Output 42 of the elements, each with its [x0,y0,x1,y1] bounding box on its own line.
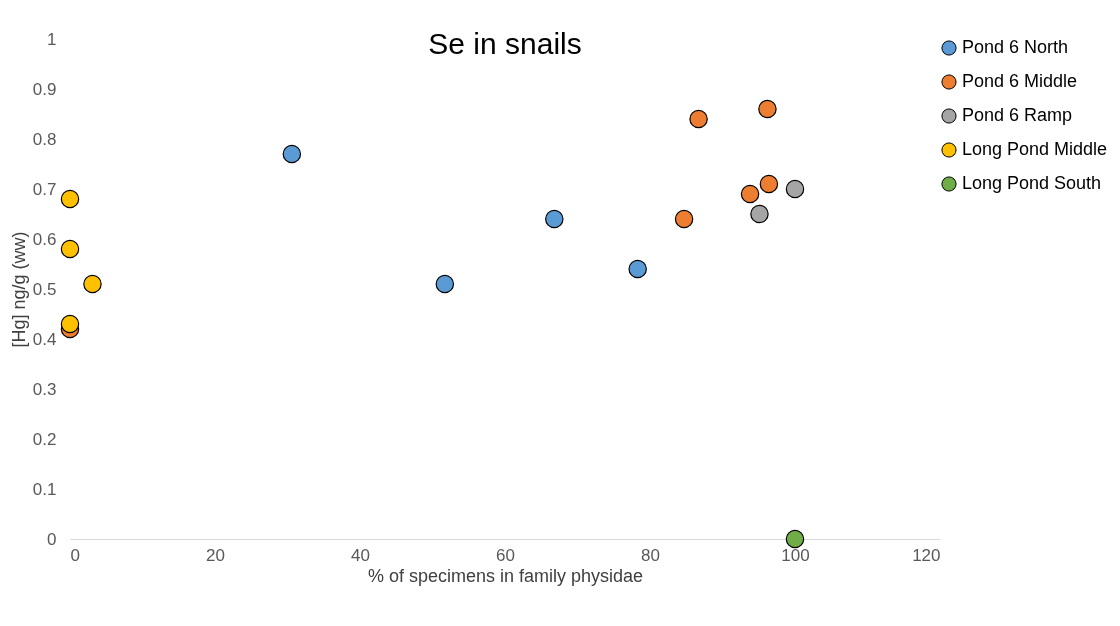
y-axis-title: [Hg] ng/g (ww) [8,231,29,348]
point [60,239,80,259]
y-tick-label: 0.1 [32,479,57,499]
point [83,274,102,294]
point [545,209,564,229]
point [740,184,760,204]
point [282,144,302,164]
x-tick-label: 40 [351,545,370,565]
y-tick-label: 0.6 [32,229,57,249]
y-tick-label: 0.4 [32,329,57,349]
y-tick-label: 0.3 [32,379,57,399]
point [758,99,777,119]
point [60,314,80,334]
x-tick-label: 120 [912,545,941,565]
x-tick-label: 60 [496,545,515,565]
point [785,179,805,199]
x-tick-label: 100 [781,545,810,565]
point [750,204,769,224]
x-tick-label: 80 [641,545,660,565]
legend-label: Pond 6 Middle [962,71,1078,91]
point [785,529,805,549]
x-axis-title: % of specimens in family physidae [367,565,644,586]
legend-label: Pond 6 North [962,37,1069,57]
y-tick-label: 0.9 [32,79,57,99]
x-tick-label: 20 [206,545,225,565]
point [60,189,80,209]
legend-label: Long Pond South [962,173,1102,193]
y-tick-label: 0 [47,529,57,549]
point [689,109,708,129]
point [759,174,779,194]
y-tick-label: 0.8 [32,129,57,149]
y-tick-label: 0.5 [32,279,57,299]
y-tick-label: 0.7 [32,179,57,199]
legend-label: Pond 6 Ramp [962,105,1073,125]
x-tick-label: 0 [70,545,80,565]
y-tick-label: 0.2 [32,429,57,449]
point [674,209,694,229]
legend-label: Long Pond Middle [962,139,1108,159]
y-tick-label: 1 [47,29,57,49]
point [435,274,455,294]
chart-title: Se in snails [428,27,582,60]
point [628,259,647,279]
